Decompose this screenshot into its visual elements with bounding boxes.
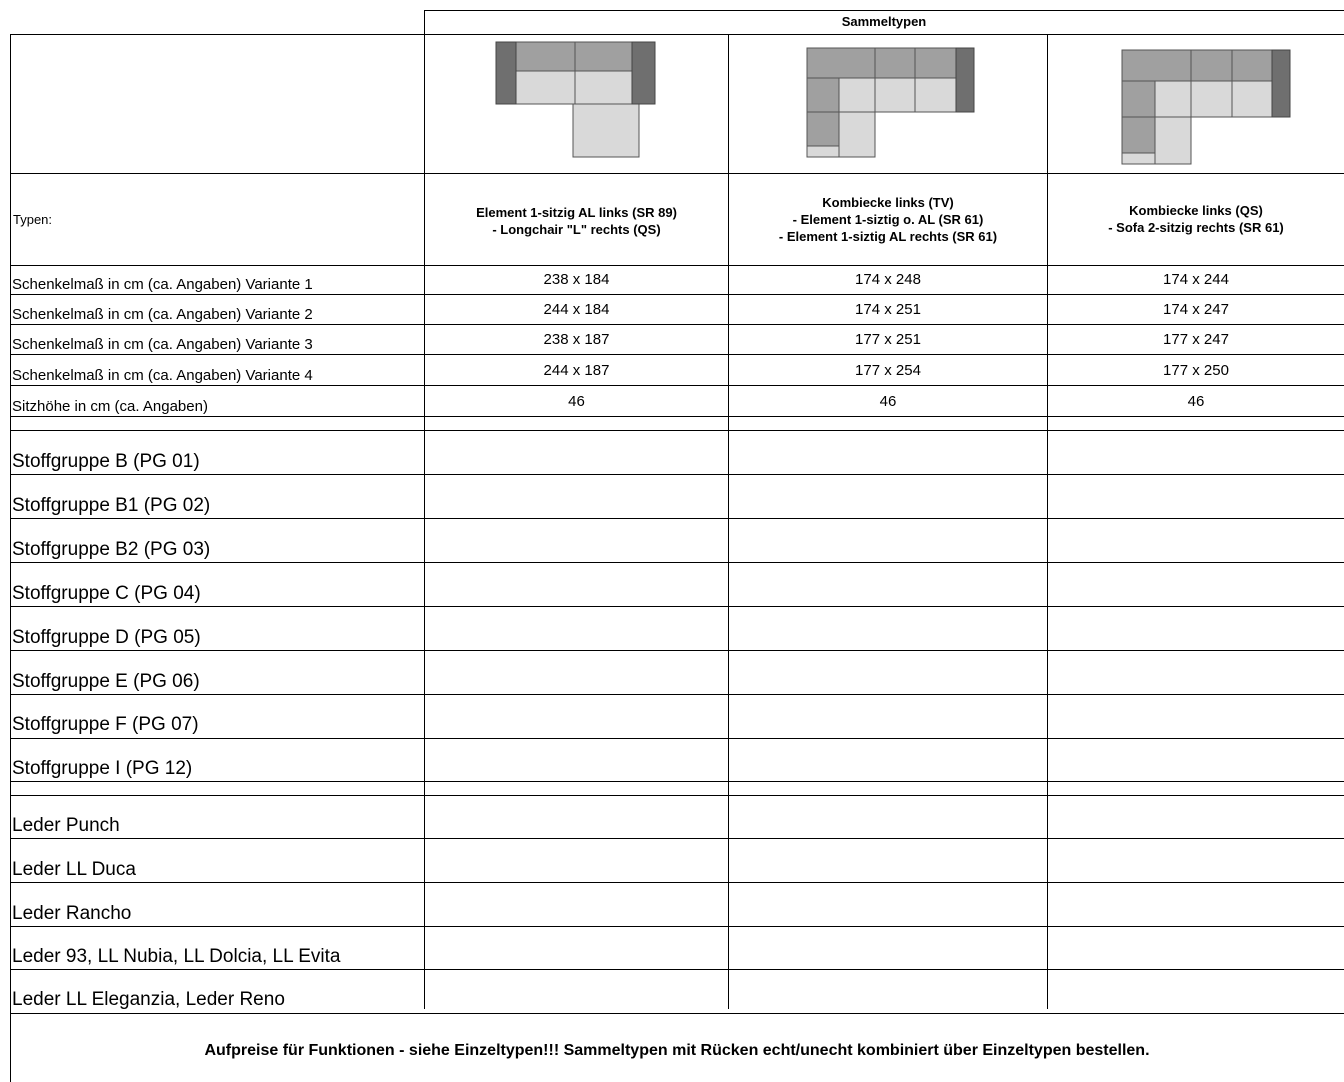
seat-height-value: 46 xyxy=(879,393,897,410)
type-description: Element 1-sitzig AL links (SR 89) - Long… xyxy=(425,204,728,238)
leather-group-label: Leder Punch xyxy=(12,815,120,836)
type-line: - Sofa 2-sitzig rechts (SR 61) xyxy=(1108,220,1284,235)
type-line: - Longchair "L" rechts (QS) xyxy=(492,222,661,237)
leather-group-label: Leder 93, LL Nubia, LL Dolcia, LL Evita xyxy=(12,946,341,967)
sofa-corner-tv-icon xyxy=(800,38,990,168)
type-line: Element 1-sitzig AL links (SR 89) xyxy=(476,205,677,220)
type-line: Kombiecke links (QS) xyxy=(1129,203,1263,218)
footer-note: Aufpreise für Funktionen - siehe Einzelt… xyxy=(204,1042,1150,1059)
fabric-group-label: Stoffgruppe C (PG 04) xyxy=(12,583,201,604)
dim-row-label: Schenkelmaß in cm (ca. Angaben) Variante… xyxy=(12,306,313,323)
dim-value: 174 x 244 xyxy=(1163,271,1229,288)
type-description: Kombiecke links (TV) - Element 1-siztig … xyxy=(729,194,1047,245)
dim-value: 174 x 248 xyxy=(855,271,921,288)
dim-value: 174 x 247 xyxy=(1163,301,1229,318)
type-line: Kombiecke links (TV) xyxy=(822,195,954,210)
dim-value: 174 x 251 xyxy=(855,301,921,318)
seat-height-label: Sitzhöhe in cm (ca. Angaben) xyxy=(12,398,208,415)
fabric-group-label: Stoffgruppe B (PG 01) xyxy=(12,451,200,472)
fabric-group-label: Stoffgruppe F (PG 07) xyxy=(12,714,199,735)
dim-value: 177 x 251 xyxy=(855,331,921,348)
sofa-corner-qs-icon xyxy=(1115,40,1305,170)
type-line: - Element 1-siztig o. AL (SR 61) xyxy=(792,212,984,227)
types-row-label: Typen: xyxy=(13,212,53,227)
dim-value: 244 x 187 xyxy=(543,362,610,379)
dim-value: 177 x 250 xyxy=(1163,362,1229,379)
dim-value: 177 x 254 xyxy=(855,362,921,379)
group-title: Sammeltypen xyxy=(841,14,927,29)
dim-row-label: Schenkelmaß in cm (ca. Angaben) Variante… xyxy=(12,336,313,353)
seat-height-value: 46 xyxy=(1187,393,1205,410)
fabric-group-label: Stoffgruppe B2 (PG 03) xyxy=(12,539,211,560)
type-description: Kombiecke links (QS) - Sofa 2-sitzig rec… xyxy=(1048,202,1344,236)
dim-row-label: Schenkelmaß in cm (ca. Angaben) Variante… xyxy=(12,276,313,293)
fabric-group-label: Stoffgruppe D (PG 05) xyxy=(12,627,201,648)
sofa-longchair-icon xyxy=(490,38,670,168)
leather-group-label: Leder LL Eleganzia, Leder Reno xyxy=(12,989,285,1010)
fabric-group-label: Stoffgruppe E (PG 06) xyxy=(12,671,200,692)
fabric-group-label: Stoffgruppe B1 (PG 02) xyxy=(12,495,211,516)
leather-group-label: Leder LL Duca xyxy=(12,859,136,880)
dim-value: 244 x 184 xyxy=(543,301,610,318)
dim-row-label: Schenkelmaß in cm (ca. Angaben) Variante… xyxy=(12,367,313,384)
seat-height-value: 46 xyxy=(568,393,585,410)
dim-value: 238 x 187 xyxy=(543,331,610,348)
dim-value: 238 x 184 xyxy=(543,271,610,288)
leather-group-label: Leder Rancho xyxy=(12,903,132,924)
dim-value: 177 x 247 xyxy=(1163,331,1229,348)
type-line: - Element 1-siztig AL rechts (SR 61) xyxy=(778,229,998,244)
fabric-group-label: Stoffgruppe I (PG 12) xyxy=(12,758,193,779)
